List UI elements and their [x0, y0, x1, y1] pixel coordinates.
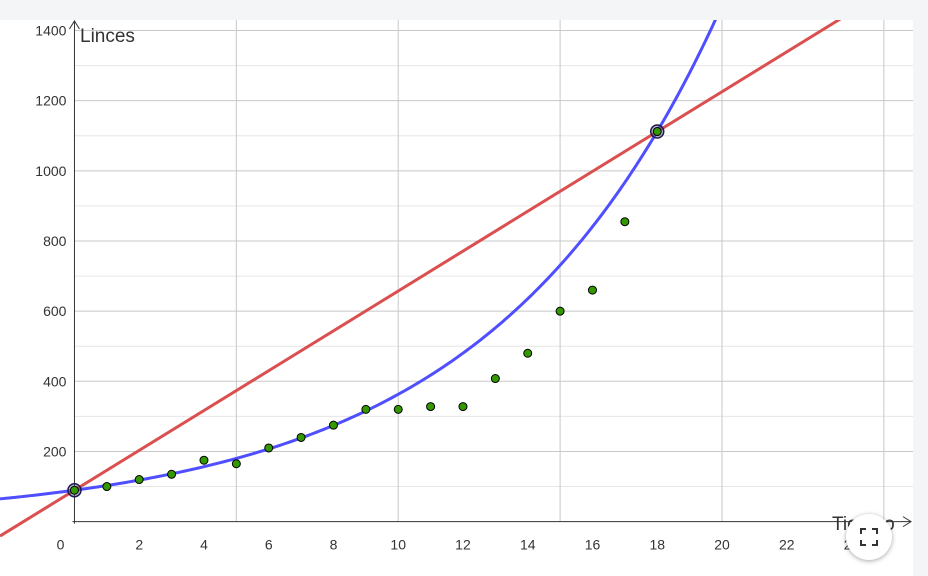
x-tick-label: 8 [330, 537, 338, 553]
linear-line [0, 20, 842, 538]
grid-major [74, 20, 913, 522]
x-tick-label: 0 [57, 537, 65, 553]
graph-view[interactable]: 0246810121416182022242004006008001000120… [0, 20, 913, 576]
x-tick-label: 16 [585, 537, 601, 553]
fullscreen-icon [860, 528, 878, 546]
data-point [199, 455, 209, 465]
data-point [555, 306, 565, 316]
fullscreen-button[interactable] [846, 514, 892, 560]
y-tick-label: 1200 [35, 93, 66, 109]
data-points [67, 124, 665, 498]
data-point [490, 374, 500, 384]
data-point [231, 459, 241, 469]
y-tick-label: 1400 [35, 23, 66, 39]
data-point [620, 217, 630, 227]
curves [0, 20, 842, 538]
x-tick-label: 10 [390, 537, 406, 553]
data-point [587, 285, 597, 295]
data-point [264, 443, 274, 453]
tick-labels: 0246810121416182022242004006008001000120… [35, 23, 859, 553]
y-axis-arrow [69, 20, 80, 30]
y-tick-label: 800 [43, 233, 67, 249]
exponential-curve [0, 20, 717, 501]
x-tick-label: 14 [520, 537, 536, 553]
data-point [523, 348, 533, 358]
y-tick-label: 200 [43, 443, 67, 459]
data-point [426, 402, 436, 412]
data-point [393, 404, 403, 414]
axes [69, 20, 912, 528]
intersection-point-core [652, 127, 662, 137]
data-point [328, 420, 338, 430]
data-point [458, 402, 468, 412]
y-tick-label: 1000 [35, 163, 66, 179]
intersection-point-core [69, 485, 79, 495]
x-axis-arrow [902, 516, 912, 528]
plot-area[interactable]: 0246810121416182022242004006008001000120… [0, 20, 913, 576]
y-axis-label: Linces [80, 26, 135, 47]
y-tick-label: 600 [43, 303, 67, 319]
x-tick-label: 6 [265, 537, 273, 553]
x-tick-label: 20 [714, 537, 730, 553]
grid-minor [74, 65, 913, 488]
x-tick-label: 18 [649, 537, 665, 553]
x-tick-label: 12 [455, 537, 471, 553]
data-point [167, 469, 177, 479]
data-point [102, 482, 112, 492]
x-tick-label: 22 [779, 537, 795, 553]
data-point [296, 432, 306, 442]
x-tick-label: 2 [135, 537, 143, 553]
data-point [361, 404, 371, 414]
y-tick-label: 400 [43, 373, 67, 389]
data-point [134, 475, 144, 485]
x-tick-label: 4 [200, 537, 208, 553]
